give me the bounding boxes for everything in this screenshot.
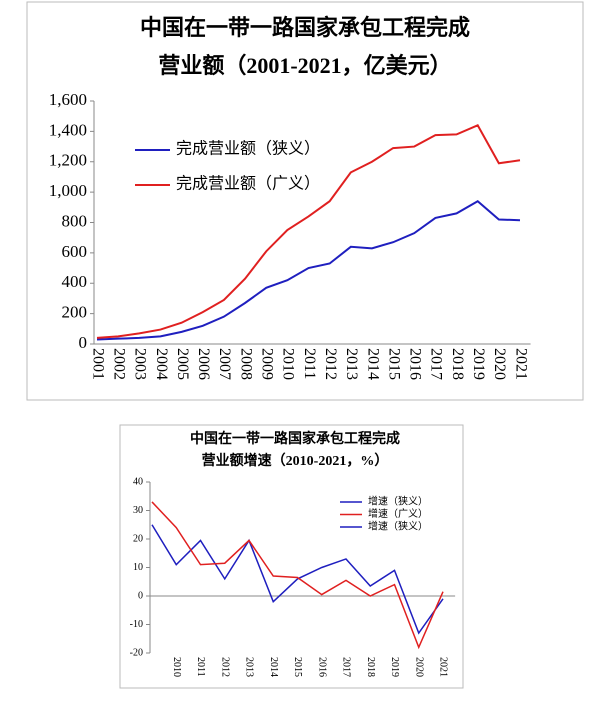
x-tick-label: 2010	[280, 348, 297, 380]
series-line	[151, 501, 444, 650]
x-tick-label: 2012	[219, 657, 230, 677]
chart-title: 中国在一带一路国家承包工程完成	[140, 15, 470, 40]
x-tick-label: 2016	[407, 348, 424, 380]
legend-label: 增速（广义）	[368, 507, 428, 520]
y-tick-label: 0	[79, 333, 88, 352]
x-tick-label: 2016	[316, 657, 327, 677]
y-tick-label: -10	[130, 619, 143, 630]
x-tick-label: 2020	[491, 348, 508, 380]
series-line	[96, 124, 521, 339]
x-tick-label: 2013	[343, 348, 360, 380]
x-tick-label: 2005	[174, 348, 191, 380]
x-tick-label: 2007	[216, 348, 233, 380]
x-tick-label: 2015	[292, 657, 303, 677]
x-tick-label: 2020	[413, 657, 424, 677]
y-tick-label: 200	[62, 303, 88, 322]
x-tick-label: 2021	[512, 348, 529, 380]
x-tick-label: 2015	[385, 348, 402, 380]
x-tick-label: 2002	[110, 348, 127, 380]
chart-title: 营业额（2001-2021，亿美元）	[158, 53, 451, 78]
y-tick-label: 1,200	[49, 151, 87, 170]
y-tick-label: 1,000	[49, 181, 87, 200]
x-tick-label: 2014	[364, 348, 381, 380]
y-tick-label: 10	[133, 562, 143, 573]
x-tick-label: 2014	[268, 657, 279, 677]
x-tick-label: 2010	[171, 657, 182, 677]
y-tick-label: 600	[62, 242, 88, 261]
x-tick-label: 2019	[470, 348, 487, 380]
x-tick-label: 2009	[259, 348, 276, 380]
x-tick-label: 2001	[89, 348, 106, 380]
x-tick-label: 2003	[132, 348, 149, 380]
x-tick-label: 2019	[389, 657, 400, 677]
chart-title: 营业额增速（2010-2021，%）	[202, 452, 389, 469]
x-tick-label: 2021	[438, 657, 449, 677]
y-tick-label: 400	[62, 272, 88, 291]
x-tick-label: 2017	[428, 348, 445, 380]
y-tick-label: -20	[130, 647, 143, 658]
series-line	[151, 524, 444, 635]
x-tick-label: 2004	[153, 348, 170, 380]
legend-label: 完成营业额（广义）	[176, 175, 320, 193]
y-tick-label: 30	[133, 505, 143, 516]
series-line	[96, 200, 521, 341]
y-tick-label: 20	[133, 533, 143, 544]
legend-label: 增速（狭义）	[368, 494, 428, 507]
legend-label: 增速（狭义）	[368, 519, 428, 532]
y-tick-label: 1,400	[49, 120, 87, 139]
x-tick-label: 2011	[195, 657, 206, 677]
x-tick-label: 2013	[244, 657, 255, 677]
chart-frame	[26, 1, 584, 401]
x-tick-label: 2017	[341, 657, 352, 677]
y-tick-label: 40	[133, 476, 143, 487]
legend-label: 完成营业额（狭义）	[176, 140, 320, 158]
y-tick-label: 800	[62, 211, 88, 230]
x-tick-label: 2006	[195, 348, 212, 380]
x-tick-label: 2011	[301, 348, 318, 379]
y-tick-label: 0	[138, 590, 143, 601]
chart-title: 中国在一带一路国家承包工程完成	[190, 430, 400, 447]
chart-frame	[119, 424, 464, 689]
x-tick-label: 2012	[322, 348, 339, 380]
y-tick-label: 1,600	[49, 90, 87, 109]
x-tick-label: 2008	[237, 348, 254, 380]
x-tick-label: 2018	[449, 348, 466, 380]
x-tick-label: 2018	[365, 657, 376, 677]
